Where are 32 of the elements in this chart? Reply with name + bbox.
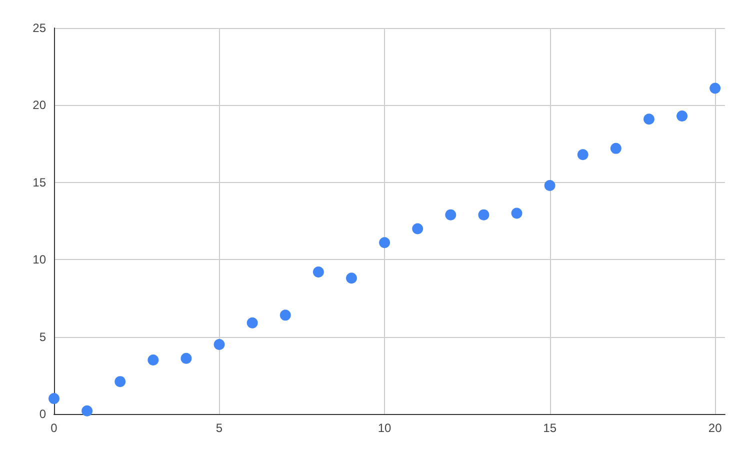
y-tick-label: 0: [39, 407, 46, 421]
point: [346, 272, 357, 284]
point: [643, 114, 654, 125]
point: [544, 180, 556, 191]
point: [246, 317, 258, 328]
point: [82, 405, 93, 416]
y-tick-label: 15: [32, 175, 46, 190]
point: [511, 208, 522, 219]
point: [710, 82, 721, 94]
x-tick-label: 20: [708, 421, 722, 435]
y-tick-label: 25: [32, 21, 46, 35]
point: [214, 339, 225, 350]
point: [280, 310, 291, 321]
x-tick-label: 15: [543, 421, 557, 435]
point: [114, 376, 126, 388]
point: [180, 352, 192, 364]
point: [379, 237, 390, 248]
x-tick-label: 5: [216, 421, 223, 435]
y-tick-label: 5: [39, 330, 46, 344]
point: [610, 142, 622, 154]
point: [445, 209, 456, 220]
y-tick-label: 10: [32, 252, 46, 267]
point: [478, 209, 490, 220]
y-tick-label: 20: [32, 98, 46, 112]
point: [48, 393, 60, 404]
x-tick-label: 10: [378, 421, 392, 435]
point: [577, 149, 588, 160]
x-tick-label: 0: [50, 421, 58, 435]
point: [148, 354, 159, 366]
point: [676, 110, 688, 122]
point: [412, 223, 424, 234]
point: [312, 266, 324, 278]
